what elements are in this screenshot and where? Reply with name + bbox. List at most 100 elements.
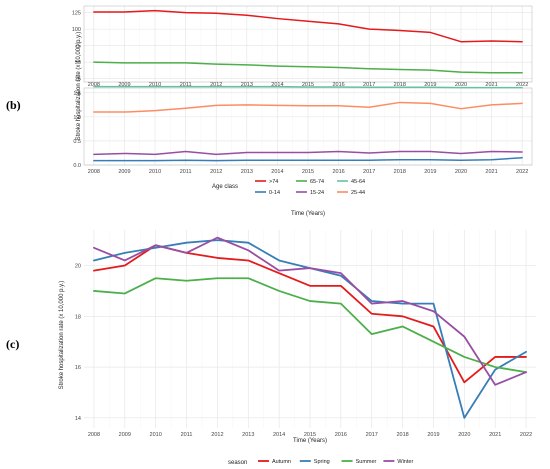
season-x-tick-label: 2012	[211, 432, 223, 438]
age-legend-title: Age class	[212, 184, 238, 190]
age-bottom-x-tick-label: 2009	[118, 169, 130, 175]
age-bottom-x-tick-label: 2013	[241, 169, 253, 175]
bottom-facet-x-ticks: 2008 2009 2010 2011 2012 2013 2014 2015 2016 2017…	[88, 169, 529, 175]
top-facet-x-ticks: 2008 2009 2010 2011 2012 2013 2014 2015 2016 2017…	[88, 82, 529, 88]
bottom-facet-y-ticks: 0.0 0.5 1.0 1.5	[73, 91, 81, 169]
age-bottom-x-tick-label: 2020	[455, 169, 467, 175]
age-bottom-y-tick-label: 0.5	[73, 139, 81, 145]
season-grid	[84, 230, 536, 428]
season-legend-label-winter: Winter	[397, 459, 413, 465]
age-bottom-series-15-24	[93, 150, 523, 156]
age-top-series-65-74	[93, 61, 523, 74]
age-top-y-tick-label: 100	[72, 27, 81, 33]
season-x-tick-label: 2008	[88, 432, 100, 438]
age-bottom-x-tick-label: 2017	[363, 169, 375, 175]
age-bottom-x-tick-label: 2022	[516, 169, 528, 175]
age-bottom-x-tick-label: 2008	[88, 169, 100, 175]
age-bottom-series-25-44	[93, 101, 523, 113]
season-legend: Autumn Spring Summer Winter	[258, 459, 413, 465]
age-bottom-y-tick-label: 1.5	[73, 91, 81, 97]
season-y-tick-label: 20	[75, 264, 81, 270]
season-x-tick-label: 2018	[396, 432, 408, 438]
season-series	[93, 236, 527, 419]
season-legend-label-summer: Summer	[356, 459, 377, 465]
age-bottom-x-tick-label: 2019	[424, 169, 436, 175]
season-x-tick-label: 2016	[335, 432, 347, 438]
age-legend-label-74: >74	[269, 179, 278, 185]
age-top-x-tick-label: 2012	[210, 82, 222, 88]
age-top-y-tick-label: 125	[72, 11, 81, 17]
age-top-x-tick-label: 2018	[394, 82, 406, 88]
age-top-x-tick-label: 2008	[88, 82, 100, 88]
age-top-y-tick-label: 75	[75, 44, 81, 50]
age-top-x-tick-label: 2020	[455, 82, 467, 88]
panel-label-c: (c)	[6, 337, 20, 351]
season-series-summer	[93, 277, 527, 374]
age-bottom-y-tick-label: 1.0	[73, 115, 81, 121]
age-legend-label-65-74: 65-74	[310, 179, 324, 185]
age-top-series-45-64	[93, 85, 523, 89]
season-x-tick-label: 2022	[520, 432, 532, 438]
season-x-ticks: 2008 2009 2010 2011 2012 2013 2014 2015 2016 2017…	[88, 432, 532, 438]
age-chart-x-axis-title: Time (Years)	[291, 211, 325, 217]
season-legend-label-spring: Spring	[314, 459, 330, 465]
season-legend-label-autumn: Autumn	[272, 459, 291, 465]
age-bottom-series-0-14	[93, 157, 523, 162]
age-top-x-tick-label: 2010	[149, 82, 161, 88]
season-chart-y-axis-title: Stroke hospitalization rate (x 10,000 p.…	[59, 281, 65, 390]
season-x-tick-label: 2009	[119, 432, 131, 438]
age-top-x-tick-label: 2016	[332, 82, 344, 88]
bottom-facet-series	[93, 101, 523, 162]
age-legend-label-25-44: 25-44	[351, 190, 365, 196]
age-top-x-tick-label: 2022	[516, 82, 528, 88]
season-x-tick-label: 2013	[242, 432, 254, 438]
age-bottom-x-tick-label: 2014	[271, 169, 283, 175]
age-top-x-tick-label: 2011	[180, 82, 192, 88]
age-bottom-x-tick-label: 2015	[302, 169, 314, 175]
age-top-x-tick-label: 2014	[271, 82, 283, 88]
age-bottom-x-tick-label: 2021	[485, 169, 497, 175]
season-legend-title: season	[228, 460, 247, 466]
age-bottom-x-tick-label: 2010	[149, 169, 161, 175]
age-top-x-tick-label: 2015	[302, 82, 314, 88]
season-y-tick-label: 16	[75, 365, 81, 371]
age-top-x-tick-label: 2009	[118, 82, 130, 88]
panel-label-b: (b)	[6, 98, 21, 112]
age-bottom-x-tick-label: 2012	[210, 169, 222, 175]
season-x-tick-label: 2011	[181, 432, 193, 438]
season-series-winter	[93, 236, 527, 386]
season-y-ticks: 14 16 18 20	[75, 264, 81, 422]
season-x-tick-label: 2017	[366, 432, 378, 438]
season-x-tick-label: 2021	[489, 432, 501, 438]
bottom-facet-frame	[83, 87, 533, 166]
age-legend-label-0-14: 0-14	[269, 190, 280, 196]
age-bottom-x-tick-label: 2016	[332, 169, 344, 175]
age-bottom-x-tick-label: 2018	[394, 169, 406, 175]
age-legend-label-15-24: 15-24	[310, 190, 324, 196]
age-top-x-tick-label: 2013	[241, 82, 253, 88]
age-bottom-y-tick-label: 0.0	[73, 163, 81, 169]
age-legend-label-45-64: 45-64	[351, 179, 365, 185]
age-top-x-tick-label: 2017	[363, 82, 375, 88]
age-legend: >74 65-74 45-64 0-14 15-24 25-44	[255, 179, 365, 196]
season-x-tick-label: 2014	[273, 432, 285, 438]
top-facet-grid	[84, 6, 532, 82]
age-bottom-x-tick-label: 2011	[180, 169, 192, 175]
age-top-x-tick-label: 2021	[485, 82, 497, 88]
season-y-tick-label: 14	[75, 416, 81, 422]
age-chart-y-axis-title: Stroke hospitalization rate (x 10,000 p.…	[76, 32, 82, 141]
season-x-tick-label: 2015	[304, 432, 316, 438]
top-facet-frame	[83, 5, 533, 83]
age-top-series-74	[93, 9, 523, 43]
season-x-tick-label: 2020	[458, 432, 470, 438]
age-top-y-tick-label: 50	[75, 60, 81, 66]
season-x-tick-label: 2019	[427, 432, 439, 438]
season-chart-x-axis-title: Time (Years)	[293, 438, 327, 444]
season-y-tick-label: 18	[75, 314, 81, 320]
age-top-x-tick-label: 2019	[424, 82, 436, 88]
age-top-y-tick-label: 25	[75, 77, 81, 83]
season-chart: 14 16 18 20 2008 2009 2010 2011 2012 2013 2014 201…	[59, 230, 536, 466]
season-x-tick-label: 2010	[150, 432, 162, 438]
